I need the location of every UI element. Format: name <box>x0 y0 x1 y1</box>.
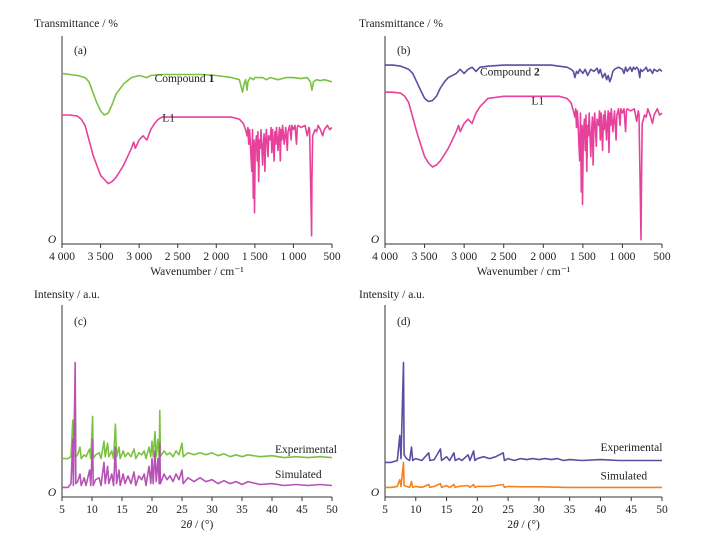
series-label: Compound 1 <box>155 73 215 85</box>
x-tick-label: 30 <box>533 504 545 516</box>
x-axis-title: Wavenumber / cm⁻¹ <box>150 266 244 278</box>
x-tick-label: 1 500 <box>570 251 596 263</box>
series-line-l1 <box>385 91 663 241</box>
x-axis-title: 2θ / (°) <box>507 519 540 531</box>
x-tick-label: 2 500 <box>165 251 191 263</box>
x-tick-label: 35 <box>564 504 576 516</box>
x-tick-label: 40 <box>266 504 278 516</box>
panel-tag: (c) <box>74 316 87 328</box>
x-tick-label: 1 500 <box>242 251 268 263</box>
series-line-compound-2 <box>385 64 663 103</box>
x-tick-label: 30 <box>206 504 218 516</box>
x-tick-label: 4 000 <box>372 251 398 263</box>
series-label: Compound 2 <box>480 67 540 79</box>
x-tick-label: 35 <box>236 504 248 516</box>
series-line-experimental <box>62 390 333 460</box>
x-tick-label: 50 <box>656 504 668 516</box>
series-line-simulated <box>62 361 333 489</box>
x-tick-label: 2 000 <box>203 251 229 263</box>
x-tick-label: 3 500 <box>88 251 114 263</box>
x-tick-label: 40 <box>595 504 607 516</box>
series-label: Simulated <box>600 471 647 483</box>
x-tick-label: 15 <box>441 504 453 516</box>
series-line-simulated <box>385 461 662 489</box>
x-tick-label: 3 500 <box>412 251 438 263</box>
x-tick-label: 2 000 <box>530 251 556 263</box>
x-tick-label: 10 <box>410 504 422 516</box>
origin-label: O <box>48 234 57 246</box>
series-line-l1 <box>62 114 333 237</box>
x-tick-label: 45 <box>625 504 637 516</box>
x-tick-label: 25 <box>176 504 188 516</box>
y-axis-title: Transmittance / % <box>34 18 118 30</box>
origin-label: O <box>371 234 380 246</box>
x-tick-label: 3 000 <box>126 251 152 263</box>
x-tick-label: 20 <box>146 504 158 516</box>
panel-tag: (d) <box>397 316 411 328</box>
origin-label: O <box>371 487 380 499</box>
x-axis-title: Wavenumber / cm⁻¹ <box>477 266 571 278</box>
y-axis-title: Intensity / a.u. <box>359 289 425 301</box>
origin-label: O <box>48 487 57 499</box>
x-axis-title: 2θ / (°) <box>181 519 214 531</box>
x-tick-label: 500 <box>653 251 671 263</box>
series-label: Simulated <box>275 469 322 481</box>
panel-tag: (a) <box>74 45 87 57</box>
x-tick-label: 15 <box>116 504 128 516</box>
series-label: Experimental <box>275 444 337 456</box>
series-label: L1 <box>162 112 175 124</box>
series-line-experimental <box>385 361 662 464</box>
x-tick-label: 2 500 <box>491 251 517 263</box>
panel-d: Intensity / a.u. (d) O5 10 15 20 25 30 35 40 45 50 2… <box>359 289 668 531</box>
x-tick-label: 3 000 <box>451 251 477 263</box>
x-tick-label: 20 <box>472 504 484 516</box>
series-label: Experimental <box>600 442 662 454</box>
x-tick-label: 25 <box>502 504 514 516</box>
x-tick-label: 10 <box>86 504 98 516</box>
y-axis-title: Transmittance / % <box>359 18 443 30</box>
x-tick-label: 5 <box>59 504 65 516</box>
panel-a: Transmittance / % (a) O 4 000 3 500 3 000 2 50… <box>34 18 341 278</box>
series-line-compound-1 <box>61 72 333 116</box>
series-label: L1 <box>531 96 544 108</box>
x-tick-label: 1 000 <box>280 251 306 263</box>
x-tick-label: 5 <box>382 504 388 516</box>
y-axis-title: Intensity / a.u. <box>34 289 100 301</box>
x-tick-label: 4 000 <box>49 251 75 263</box>
panel-c: Intensity / a.u. (c) O5 10 15 20 25 30 35 40 45 50 2… <box>34 289 338 531</box>
panel-b: Transmittance / % (b) O 4 000 3 500 3 000 2 50… <box>359 18 671 278</box>
x-tick-label: 1 000 <box>609 251 635 263</box>
x-tick-label: 500 <box>323 251 341 263</box>
panel-tag: (b) <box>397 45 411 57</box>
x-tick-label: 50 <box>326 504 338 516</box>
x-tick-label: 45 <box>296 504 308 516</box>
